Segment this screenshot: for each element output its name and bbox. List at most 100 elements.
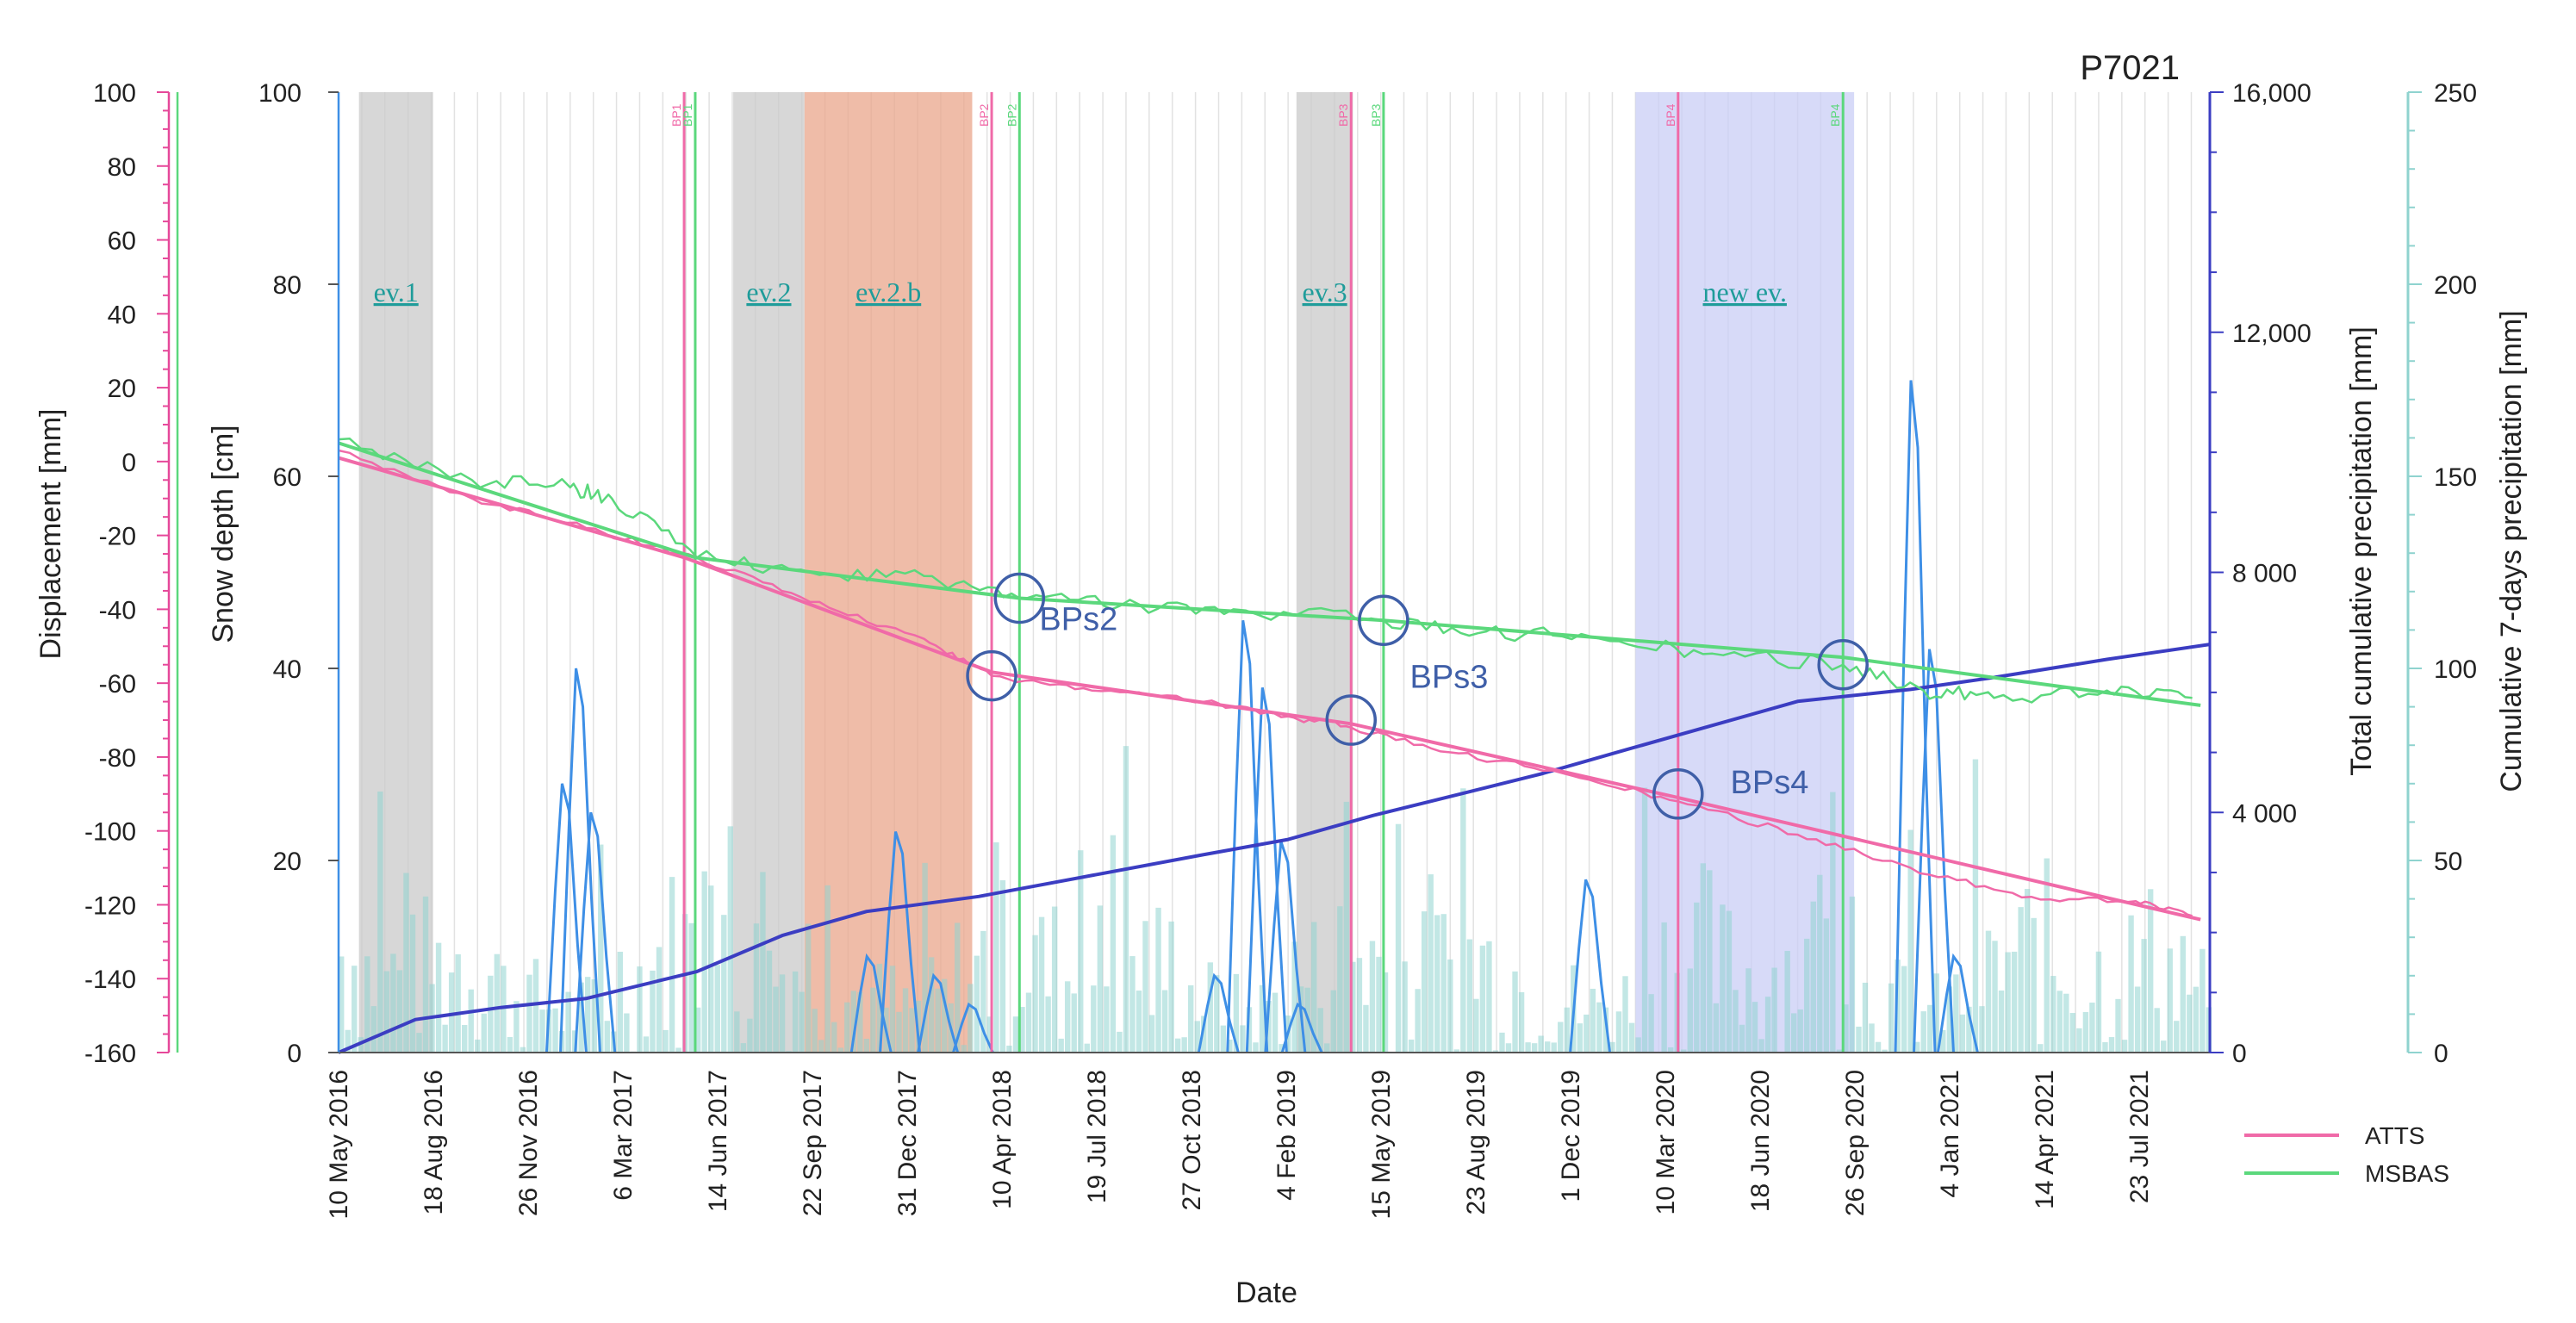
precip-bar: [552, 1008, 558, 1053]
breakpoint-annotation: BPs3: [1410, 659, 1489, 695]
precip-bar: [1168, 921, 1174, 1053]
precip-bar: [812, 1009, 818, 1053]
precip-bar: [1577, 1023, 1584, 1053]
precip-bar: [1291, 941, 1297, 1053]
precip-bar: [1104, 986, 1110, 1053]
precip-bar: [1038, 916, 1045, 1053]
precip-bar: [1596, 1002, 1602, 1053]
precip-bar: [1324, 1043, 1330, 1053]
precip-bar: [928, 957, 935, 1053]
precip-bar: [837, 1047, 843, 1053]
breakpoint-circle: [1325, 694, 1377, 746]
precip-bar: [1350, 961, 1356, 1053]
precip-bar: [520, 1047, 526, 1053]
precip-bar: [727, 826, 734, 1053]
precip-bar: [1161, 990, 1168, 1053]
precip-bar: [1797, 1009, 1803, 1053]
precip-bar: [1486, 941, 1492, 1053]
total-precip-tick-label: 4 000: [2232, 799, 2297, 828]
x-tick-label: 18 Jun 2020: [1746, 1070, 1775, 1212]
precip-bar: [1136, 991, 1142, 1053]
precip-bar: [1440, 914, 1447, 1053]
precip-bar: [604, 1021, 610, 1053]
precip-bar: [753, 923, 760, 1053]
precip-bar: [688, 922, 694, 1053]
cum7-tick-label: 150: [2434, 463, 2477, 492]
precip-bar: [1901, 966, 1907, 1053]
precip-bar: [656, 947, 663, 1053]
precip-bar: [831, 1022, 837, 1053]
x-tick-label: 10 May 2016: [325, 1070, 353, 1219]
precip-bar: [1713, 1003, 1720, 1053]
precip-bar: [2063, 993, 2069, 1053]
precip-bar: [863, 1039, 870, 1053]
snow-depth-peak: [544, 783, 588, 1053]
cum7-tick-label: 0: [2434, 1040, 2448, 1068]
precip-bar: [1843, 1004, 1849, 1053]
precip-bar: [1752, 1002, 1758, 1053]
precip-bar: [2018, 907, 2024, 1053]
precip-bar: [1311, 922, 1317, 1053]
precip-bar: [1810, 901, 1816, 1053]
precip-bar: [909, 1008, 915, 1053]
precip-bar: [902, 988, 909, 1053]
precip-bar: [403, 873, 409, 1053]
x-tick-label: 10 Mar 2020: [1652, 1070, 1680, 1214]
precip-bar: [1188, 984, 1194, 1053]
precip-bar: [364, 956, 370, 1053]
precip-bar: [1097, 905, 1104, 1053]
precip-bar: [1246, 1007, 1253, 1053]
precip-bar: [1694, 902, 1700, 1053]
precip-bar: [1700, 863, 1707, 1053]
precip-bar: [1720, 904, 1726, 1053]
precip-bar: [1110, 835, 1117, 1053]
snow-depth-peak: [917, 972, 960, 1053]
precip-bar: [643, 1036, 650, 1053]
precip-bar: [1363, 1004, 1369, 1053]
snow-tick-label: 80: [273, 271, 302, 300]
total-precip-tick-label: 12,000: [2232, 320, 2312, 348]
precip-bar: [1531, 1043, 1538, 1053]
precip-bar: [455, 953, 461, 1053]
precip-bar: [1382, 972, 1389, 1053]
snow-depth-peak: [849, 953, 893, 1053]
precip-bar: [1907, 829, 1913, 1053]
precip-bar: [2031, 917, 2037, 1053]
precip-bar: [1920, 1011, 1926, 1053]
precip-bar: [663, 1029, 669, 1053]
precip-bar: [1194, 1021, 1200, 1053]
precip-bar: [2174, 1021, 2180, 1053]
precip-bar: [462, 1024, 468, 1053]
precip-bar: [532, 959, 539, 1053]
msbas-trend-line: [338, 441, 2201, 707]
precip-bar: [339, 956, 345, 1053]
precip-bar: [1337, 906, 1343, 1053]
displacement-tick-label: 80: [108, 153, 136, 182]
precip-bar: [585, 977, 591, 1053]
precip-bar: [1726, 910, 1733, 1053]
precip-bar: [1317, 1008, 1323, 1053]
precip-bar: [409, 914, 416, 1053]
precip-bar: [974, 955, 980, 1053]
displacement-tick-label: 40: [108, 301, 136, 329]
precip-bar: [1972, 759, 1979, 1053]
precip-bar: [1609, 1041, 1615, 1053]
precip-bar: [896, 1011, 902, 1053]
precip-bar: [539, 1009, 545, 1053]
precip-bar: [922, 862, 928, 1053]
precip-bar: [1790, 1013, 1797, 1053]
axes: 10 May 2016 18 Aug 2016 26 Nov 2016 6 Mar 2…: [84, 79, 2477, 1219]
precip-bar: [637, 966, 643, 1053]
precip-bar: [1473, 998, 1479, 1053]
precip-bar: [488, 975, 494, 1053]
precip-bar: [2167, 948, 2173, 1053]
snow-depth-peak: [1226, 620, 1269, 1053]
precip-bar: [624, 1013, 630, 1053]
precip-bar: [708, 885, 714, 1053]
precip-bar: [475, 1039, 481, 1053]
x-tick-label: 14 Apr 2021: [2031, 1070, 2059, 1209]
breakpoint-label: BP4: [1664, 103, 1677, 127]
breakpoint-label: BP2: [1005, 103, 1018, 127]
precip-bar: [2082, 1011, 2089, 1053]
snow-depth-peak: [1894, 380, 1937, 1053]
